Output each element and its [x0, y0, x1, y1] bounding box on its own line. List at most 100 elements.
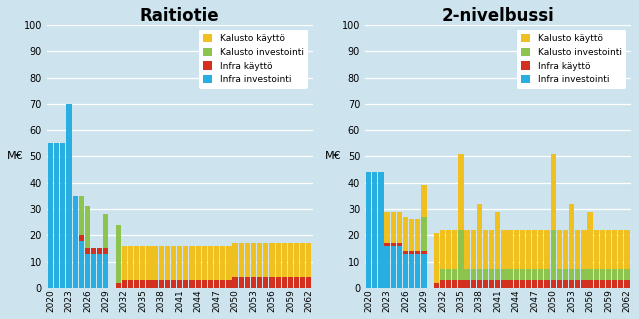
- Bar: [507, 280, 512, 288]
- Bar: [409, 254, 414, 288]
- Bar: [134, 246, 139, 280]
- Bar: [551, 280, 556, 288]
- Bar: [452, 280, 458, 288]
- Bar: [85, 206, 90, 249]
- Bar: [128, 280, 133, 288]
- Bar: [378, 172, 383, 288]
- Bar: [502, 280, 507, 288]
- Bar: [434, 283, 439, 288]
- Bar: [257, 277, 262, 288]
- Bar: [294, 277, 299, 288]
- Bar: [128, 246, 133, 280]
- Bar: [458, 154, 463, 230]
- Bar: [104, 254, 109, 288]
- Bar: [563, 280, 568, 288]
- Bar: [116, 225, 121, 283]
- Bar: [390, 246, 396, 288]
- Bar: [569, 270, 574, 280]
- Bar: [196, 246, 201, 280]
- Bar: [507, 230, 512, 270]
- Bar: [189, 280, 195, 288]
- Bar: [569, 204, 574, 270]
- Bar: [532, 230, 537, 270]
- Bar: [489, 280, 495, 288]
- Bar: [177, 280, 182, 288]
- Bar: [116, 283, 121, 288]
- Bar: [502, 230, 507, 270]
- Bar: [104, 214, 109, 249]
- Bar: [282, 243, 287, 277]
- Bar: [140, 246, 146, 280]
- Bar: [165, 246, 170, 280]
- Bar: [220, 280, 226, 288]
- Legend: Kalusto käyttö, Kalusto investointi, Infra käyttö, Infra investointi: Kalusto käyttö, Kalusto investointi, Inf…: [199, 30, 308, 89]
- Bar: [146, 280, 151, 288]
- Bar: [171, 280, 176, 288]
- Bar: [618, 230, 624, 270]
- Bar: [79, 196, 84, 235]
- Bar: [514, 270, 519, 280]
- Bar: [618, 280, 624, 288]
- Bar: [458, 280, 463, 288]
- Bar: [300, 243, 305, 277]
- Bar: [409, 219, 414, 251]
- Bar: [569, 280, 574, 288]
- Bar: [581, 280, 587, 288]
- Bar: [538, 230, 544, 270]
- Bar: [557, 280, 562, 288]
- Bar: [54, 143, 59, 288]
- Bar: [587, 270, 593, 280]
- Bar: [446, 280, 451, 288]
- Title: 2-nivelbussi: 2-nivelbussi: [442, 7, 554, 25]
- Bar: [489, 270, 495, 280]
- Bar: [91, 254, 96, 288]
- Bar: [495, 270, 500, 280]
- Bar: [587, 211, 593, 270]
- Bar: [288, 277, 293, 288]
- Bar: [226, 280, 231, 288]
- Bar: [526, 270, 531, 280]
- Bar: [245, 277, 250, 288]
- Bar: [220, 246, 226, 280]
- Bar: [477, 270, 482, 280]
- Bar: [275, 277, 281, 288]
- Bar: [618, 270, 624, 280]
- Bar: [202, 246, 207, 280]
- Bar: [183, 280, 189, 288]
- Bar: [48, 143, 53, 288]
- Bar: [421, 251, 427, 254]
- Bar: [421, 185, 427, 217]
- Bar: [612, 270, 617, 280]
- Title: Raitiotie: Raitiotie: [140, 7, 220, 25]
- Bar: [226, 246, 231, 280]
- Bar: [403, 251, 408, 254]
- Bar: [495, 211, 500, 270]
- Bar: [446, 270, 451, 280]
- Bar: [520, 280, 525, 288]
- Bar: [600, 230, 605, 270]
- Bar: [183, 246, 189, 280]
- Bar: [85, 254, 90, 288]
- Bar: [397, 243, 402, 246]
- Bar: [606, 230, 611, 270]
- Bar: [397, 211, 402, 243]
- Bar: [282, 277, 287, 288]
- Bar: [300, 277, 305, 288]
- Bar: [66, 104, 72, 288]
- Bar: [434, 233, 439, 283]
- Bar: [483, 280, 488, 288]
- Bar: [403, 254, 408, 288]
- Bar: [495, 280, 500, 288]
- Bar: [452, 270, 458, 280]
- Y-axis label: M€: M€: [325, 152, 342, 161]
- Bar: [97, 254, 102, 288]
- Bar: [233, 277, 238, 288]
- Bar: [165, 280, 170, 288]
- Bar: [520, 270, 525, 280]
- Bar: [465, 270, 470, 280]
- Bar: [514, 280, 519, 288]
- Bar: [624, 280, 629, 288]
- Bar: [306, 243, 311, 277]
- Bar: [624, 270, 629, 280]
- Bar: [563, 230, 568, 270]
